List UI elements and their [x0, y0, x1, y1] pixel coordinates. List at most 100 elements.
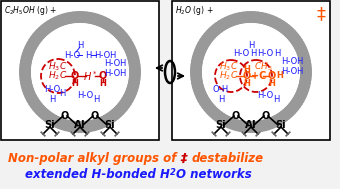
- Circle shape: [266, 15, 276, 26]
- Circle shape: [295, 43, 306, 54]
- Circle shape: [35, 29, 45, 40]
- Circle shape: [191, 74, 202, 84]
- Circle shape: [301, 63, 311, 74]
- Text: $C_2H_5OH$ (g) +: $C_2H_5OH$ (g) +: [4, 4, 57, 17]
- Circle shape: [246, 12, 256, 22]
- Circle shape: [203, 24, 299, 120]
- Circle shape: [299, 53, 310, 64]
- Circle shape: [68, 12, 79, 23]
- Circle shape: [22, 50, 33, 60]
- Circle shape: [107, 22, 118, 33]
- Circle shape: [235, 13, 246, 23]
- Circle shape: [130, 70, 140, 81]
- Circle shape: [32, 32, 43, 42]
- Circle shape: [78, 122, 89, 132]
- Circle shape: [129, 74, 140, 84]
- Circle shape: [23, 87, 34, 98]
- Circle shape: [281, 24, 291, 35]
- Circle shape: [23, 46, 34, 57]
- Circle shape: [300, 77, 310, 88]
- Circle shape: [35, 104, 45, 115]
- Circle shape: [21, 77, 31, 88]
- Circle shape: [298, 84, 309, 94]
- Circle shape: [196, 90, 207, 101]
- Text: $\mathit{\ddagger}$: $\mathit{\ddagger}$: [316, 6, 326, 24]
- Circle shape: [278, 111, 289, 122]
- Circle shape: [42, 22, 53, 33]
- Circle shape: [71, 122, 82, 132]
- Circle shape: [292, 96, 303, 107]
- Circle shape: [191, 63, 201, 74]
- Text: Non-polar alkyl groups of: Non-polar alkyl groups of: [8, 152, 181, 165]
- Bar: [172, 1, 330, 140]
- Text: O: O: [91, 111, 99, 121]
- Circle shape: [191, 70, 201, 81]
- Circle shape: [256, 121, 267, 131]
- Circle shape: [115, 29, 125, 40]
- Circle shape: [32, 24, 128, 120]
- Circle shape: [32, 102, 43, 112]
- Circle shape: [249, 12, 260, 22]
- Circle shape: [232, 120, 243, 131]
- Text: destabilize: destabilize: [192, 152, 264, 165]
- Circle shape: [198, 40, 208, 51]
- Circle shape: [51, 17, 62, 28]
- Circle shape: [298, 50, 309, 60]
- Text: $H_3C$: $H_3C$: [219, 61, 239, 73]
- Circle shape: [98, 17, 109, 28]
- Circle shape: [288, 102, 299, 112]
- Circle shape: [256, 13, 267, 23]
- Circle shape: [119, 99, 130, 110]
- Circle shape: [127, 84, 138, 94]
- Circle shape: [201, 99, 212, 110]
- Circle shape: [225, 15, 236, 26]
- Text: Si: Si: [216, 120, 226, 130]
- Circle shape: [124, 90, 135, 101]
- Circle shape: [126, 87, 136, 98]
- Circle shape: [275, 113, 286, 124]
- Circle shape: [283, 27, 294, 37]
- Circle shape: [192, 56, 202, 67]
- Text: H-O: H-O: [281, 67, 297, 77]
- Circle shape: [42, 111, 53, 122]
- Text: Si: Si: [45, 120, 55, 130]
- Text: H: H: [59, 90, 65, 98]
- Circle shape: [193, 84, 204, 94]
- Circle shape: [242, 122, 253, 132]
- Text: H-O: H-O: [44, 85, 60, 94]
- Text: Al: Al: [74, 120, 86, 130]
- Circle shape: [283, 107, 294, 117]
- Circle shape: [68, 121, 79, 132]
- Circle shape: [64, 13, 75, 23]
- Circle shape: [288, 32, 299, 42]
- Circle shape: [123, 93, 134, 104]
- Circle shape: [130, 67, 140, 77]
- Circle shape: [222, 17, 233, 28]
- Circle shape: [124, 43, 135, 54]
- Text: H: H: [119, 70, 125, 78]
- Circle shape: [290, 34, 301, 45]
- Circle shape: [192, 77, 202, 88]
- Circle shape: [210, 24, 221, 35]
- Text: H-O: H-O: [94, 50, 110, 60]
- Circle shape: [71, 12, 82, 22]
- Circle shape: [129, 60, 140, 70]
- Circle shape: [82, 12, 92, 23]
- Circle shape: [21, 80, 32, 91]
- Circle shape: [275, 20, 286, 31]
- Text: H: H: [250, 50, 256, 59]
- Text: extended H-bonded H: extended H-bonded H: [25, 168, 170, 181]
- Circle shape: [208, 107, 219, 117]
- Circle shape: [194, 87, 205, 98]
- Text: O: O: [61, 111, 69, 121]
- Text: O networks: O networks: [176, 168, 252, 181]
- Circle shape: [272, 115, 283, 125]
- Circle shape: [112, 27, 123, 37]
- Circle shape: [286, 104, 296, 115]
- Circle shape: [259, 13, 270, 24]
- Circle shape: [127, 50, 138, 60]
- Circle shape: [301, 67, 311, 77]
- Text: H-O: H-O: [64, 50, 80, 60]
- Circle shape: [294, 93, 305, 104]
- Circle shape: [30, 34, 41, 45]
